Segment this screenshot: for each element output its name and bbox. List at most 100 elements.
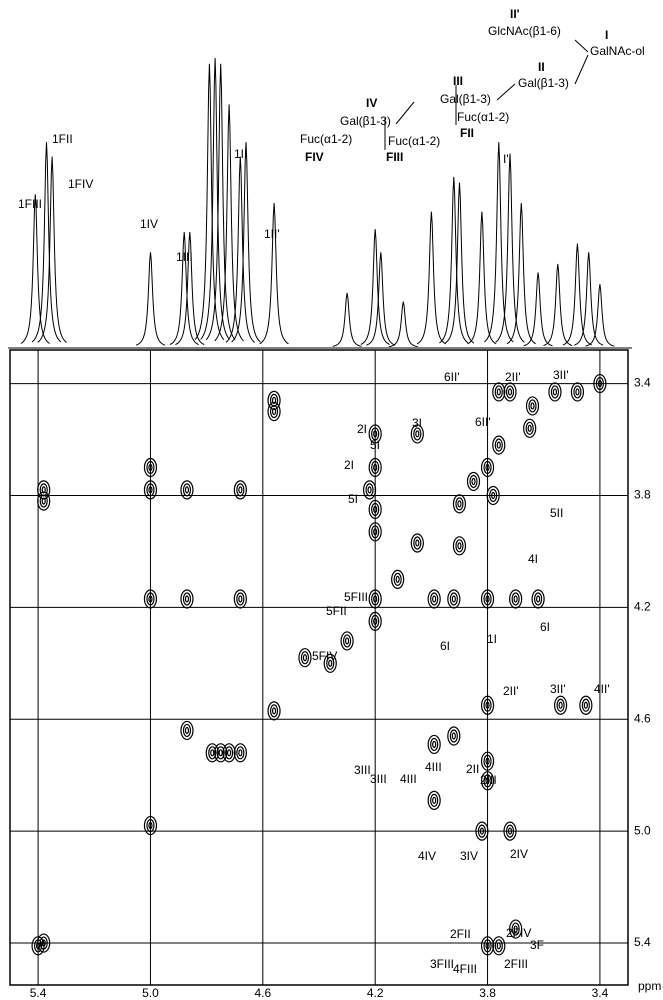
peak-label: 2FIV: [506, 926, 531, 940]
structure-label: FIV: [305, 150, 324, 164]
contour-ring: [450, 730, 457, 742]
cross-peak: [411, 534, 423, 552]
spectrum-label: 1II': [264, 227, 280, 241]
contour-ring: [450, 593, 457, 605]
structure-label: GalNAc-ol: [590, 44, 645, 58]
contour-ring: [574, 386, 581, 398]
contour-ring: [512, 593, 519, 605]
spectrum-peak: [417, 212, 446, 344]
y-tick-label: 3.8: [634, 488, 651, 502]
contour-ring: [237, 747, 244, 759]
spectrum-peak: [333, 293, 362, 347]
contour-ring: [472, 478, 475, 484]
y-tick-label: 4.6: [634, 711, 651, 725]
spectrum-label: I': [503, 152, 509, 166]
cross-peak: [234, 590, 246, 608]
contour-ring: [576, 389, 579, 395]
contour-ring: [458, 501, 461, 507]
cross-peak: [268, 403, 280, 421]
peak-label: 5FIII: [344, 590, 368, 604]
cross-peak: [532, 590, 544, 608]
x-tick-label: 5.4: [30, 986, 47, 1000]
x-tick-label: 3.4: [592, 986, 609, 1000]
cross-peak: [38, 481, 50, 499]
spectrum-label: 1II: [234, 147, 247, 161]
contour-ring: [185, 487, 188, 493]
y-tick-label: 5.0: [634, 823, 651, 837]
contour-ring: [526, 422, 533, 434]
structure-label: I: [605, 28, 608, 42]
cross-peak: [268, 702, 280, 720]
contour-ring: [507, 386, 514, 398]
peak-label: 2FII: [450, 927, 471, 941]
contour-ring: [497, 389, 500, 395]
contour-ring: [228, 750, 231, 756]
cross-peak: [181, 721, 193, 739]
cross-peak: [571, 383, 583, 401]
contour-ring: [456, 540, 463, 552]
cross-peak: [392, 570, 404, 588]
peak-label: 5FIV: [312, 649, 337, 663]
contour-ring: [452, 596, 455, 602]
structure-label: FII: [460, 126, 474, 140]
cross-peak: [181, 590, 193, 608]
cross-peak: [524, 419, 536, 437]
cross-peak: [181, 481, 193, 499]
peak-label: 5I: [348, 492, 358, 506]
peak-label: 2FIII: [504, 957, 528, 971]
contour-ring: [514, 596, 517, 602]
contour-ring: [183, 593, 190, 605]
peak-label: 3II': [553, 368, 569, 382]
structure-bond: [396, 102, 414, 124]
contour-ring: [183, 484, 190, 496]
cross-peak: [453, 495, 465, 513]
cross-peak: [428, 791, 440, 809]
spectrum-label: 1III: [176, 250, 193, 264]
structure-label: GlcNAc(β1-6): [488, 24, 561, 38]
peak-label: 6II': [444, 370, 460, 384]
contour-ring: [394, 573, 401, 585]
contour-ring: [271, 705, 278, 717]
peak-label: 3FIII: [430, 957, 454, 971]
cross-peak: [234, 481, 246, 499]
structure-label: FIII: [386, 150, 403, 164]
contour-ring: [344, 635, 351, 647]
spectrum-label: 1FIV: [68, 177, 93, 191]
peak-label: 2III: [480, 773, 497, 787]
contour-ring: [366, 484, 373, 496]
peak-label: 3IV: [460, 849, 478, 863]
peak-label: 3F: [530, 938, 544, 952]
peak-label: 6II': [475, 415, 491, 429]
contour-ring: [239, 487, 242, 493]
cross-peak: [448, 590, 460, 608]
peak-label: 5II: [550, 506, 563, 520]
cross-peak: [580, 696, 592, 714]
contour-ring: [433, 797, 436, 803]
contour-ring: [497, 442, 500, 448]
structure-label: II': [510, 7, 520, 21]
peak-label: 3III: [370, 772, 387, 786]
cross-peak: [453, 537, 465, 555]
plot-frame: [10, 350, 628, 985]
spectrum-peak: [136, 252, 165, 345]
spectrum-peak: [507, 203, 536, 344]
x-tick-label: 3.8: [479, 986, 496, 1000]
cross-peak: [526, 397, 538, 415]
peak-label: 2IV: [510, 847, 528, 861]
peak-label: 4III: [425, 760, 442, 774]
structure-bond: [575, 55, 588, 84]
contour-ring: [237, 484, 244, 496]
contour-ring: [273, 708, 276, 714]
contour-ring: [551, 386, 558, 398]
peak-label: 4FIII: [453, 962, 477, 976]
structure-label: Gal(β1-3): [518, 76, 569, 90]
contour-ring: [368, 487, 371, 493]
cross-peak: [341, 632, 353, 650]
y-tick-label: 4.2: [634, 600, 651, 614]
structure-label: III: [453, 74, 463, 88]
structure-label: Fuc(α1-2): [457, 110, 509, 124]
contour-ring: [416, 431, 419, 437]
contour-ring: [495, 940, 502, 952]
peak-label: 5I: [370, 438, 380, 452]
peak-label: 6I: [540, 620, 550, 634]
